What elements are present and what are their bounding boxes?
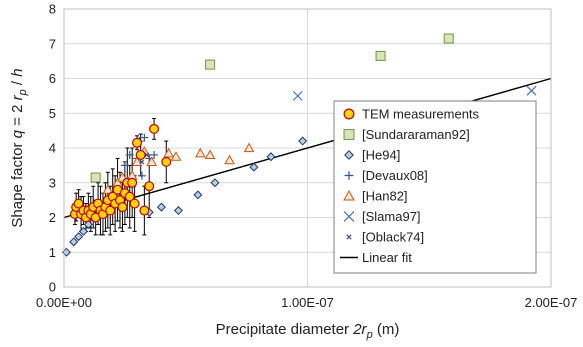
x-title-sub: p: [366, 329, 373, 341]
tem-measurements-marker: [129, 198, 140, 209]
devaux08-marker: [344, 171, 354, 180]
tem-measurements-marker: [343, 108, 355, 120]
legend-label: [Oblack74]: [362, 230, 424, 245]
y-title-div: /: [9, 77, 26, 90]
he94-marker: [156, 202, 166, 212]
x-tick-label: 2.00E-07: [525, 295, 578, 310]
y-title-eq: = 2: [9, 100, 26, 130]
sundararaman92-marker: [375, 50, 386, 61]
han82-marker: [102, 184, 114, 194]
sundararaman92-marker: [343, 129, 355, 140]
han82-marker: [131, 156, 143, 166]
legend-label: TEM measurements: [362, 107, 480, 122]
y-tick-label: 8: [49, 2, 56, 17]
oblack74-marker: [139, 159, 145, 165]
legend-label: [Devaux08]: [362, 168, 428, 183]
y-title-sub: p: [17, 89, 29, 96]
he94-marker: [173, 206, 183, 216]
devaux08-marker: [140, 133, 149, 142]
tem-measurements-marker: [73, 198, 84, 209]
han82-marker: [170, 151, 182, 161]
legend-box: [333, 100, 537, 274]
data-points: [61, 33, 537, 257]
he94-marker: [298, 136, 308, 146]
legend-label: [Han82]: [362, 189, 408, 204]
x-title-text: Precipitate diameter: [216, 321, 354, 338]
legend-label: Linear fit: [362, 250, 412, 265]
oblack74-marker: [346, 234, 352, 240]
y-tick-label: 1: [49, 245, 56, 260]
he94-marker: [344, 150, 354, 160]
y-title-var3: h: [9, 68, 26, 76]
x-title-var: 2r: [352, 321, 367, 338]
slama97-marker: [526, 85, 537, 96]
he94-marker: [78, 226, 88, 236]
he94-marker: [74, 232, 84, 242]
tem-measurements-marker: [161, 156, 172, 167]
y-tick-label: 5: [49, 106, 56, 121]
devaux08-marker: [137, 171, 146, 180]
devaux08-marker: [125, 150, 134, 159]
tem-measurements-marker: [139, 205, 150, 216]
han82-marker: [163, 147, 175, 158]
legend-label: [Sundararaman92]: [362, 127, 470, 142]
legend: TEM measurements [Sundararaman92] [He94] [D…: [333, 100, 537, 274]
tem-measurements-marker: [132, 137, 143, 148]
han82-marker: [195, 147, 206, 158]
y-tick-label: 2: [49, 210, 56, 225]
han82-marker: [224, 154, 235, 165]
tem-measurements-marker: [149, 123, 160, 134]
legend-label: [Slama97]: [362, 209, 421, 224]
sundararaman92-marker: [205, 59, 216, 70]
y-title-var2: r: [9, 94, 26, 100]
tem-measurements-marker: [127, 177, 138, 188]
he94-marker: [193, 190, 203, 200]
devaux08-marker: [120, 161, 129, 170]
he94-marker: [69, 237, 79, 247]
y-axis-title: Shape factor q = 2 rp / h: [9, 68, 29, 227]
sundararaman92-marker: [90, 172, 101, 183]
x-tick-label: 0.00E+00: [36, 295, 92, 310]
han82-marker: [243, 142, 255, 153]
y-axis-ticks: 0 1 2 3 4 5 6 7 8: [49, 2, 56, 295]
han82-marker: [204, 149, 216, 160]
y-tick-label: 3: [49, 175, 56, 190]
tem-measurements-marker: [124, 191, 135, 202]
x-axis-ticks: 0.00E+00 1.00E-07 2.00E-07: [36, 295, 577, 310]
han82-marker: [146, 156, 158, 166]
slama97-marker: [343, 211, 355, 222]
tem-measurements-marker: [144, 181, 155, 192]
y-title-text: Shape factor: [9, 138, 26, 227]
y-title-var: q: [9, 129, 26, 138]
slama97-marker: [292, 90, 303, 101]
legend-label: [He94]: [362, 148, 400, 163]
plot-area-border: [63, 8, 552, 288]
han82-marker: [343, 190, 355, 201]
y-tick-label: 7: [49, 36, 56, 51]
y-tick-label: 4: [49, 141, 56, 156]
devaux08-marker: [150, 150, 159, 159]
he94-marker: [210, 178, 220, 188]
he94-marker: [83, 219, 93, 229]
x-tick-label: 1.00E-07: [281, 295, 334, 310]
y-tick-label: 0: [49, 280, 56, 295]
tem-measurements-marker: [117, 202, 128, 213]
tem-measurements-marker: [105, 205, 116, 216]
he94-marker: [266, 152, 276, 162]
y-tick-label: 6: [49, 71, 56, 86]
he94-marker: [249, 162, 259, 172]
tem-measurements-marker: [135, 149, 146, 160]
x-title-unit: (m): [373, 321, 400, 338]
x-axis-title: Precipitate diameter 2rp (m): [216, 321, 400, 341]
sundararaman92-marker: [443, 33, 454, 44]
